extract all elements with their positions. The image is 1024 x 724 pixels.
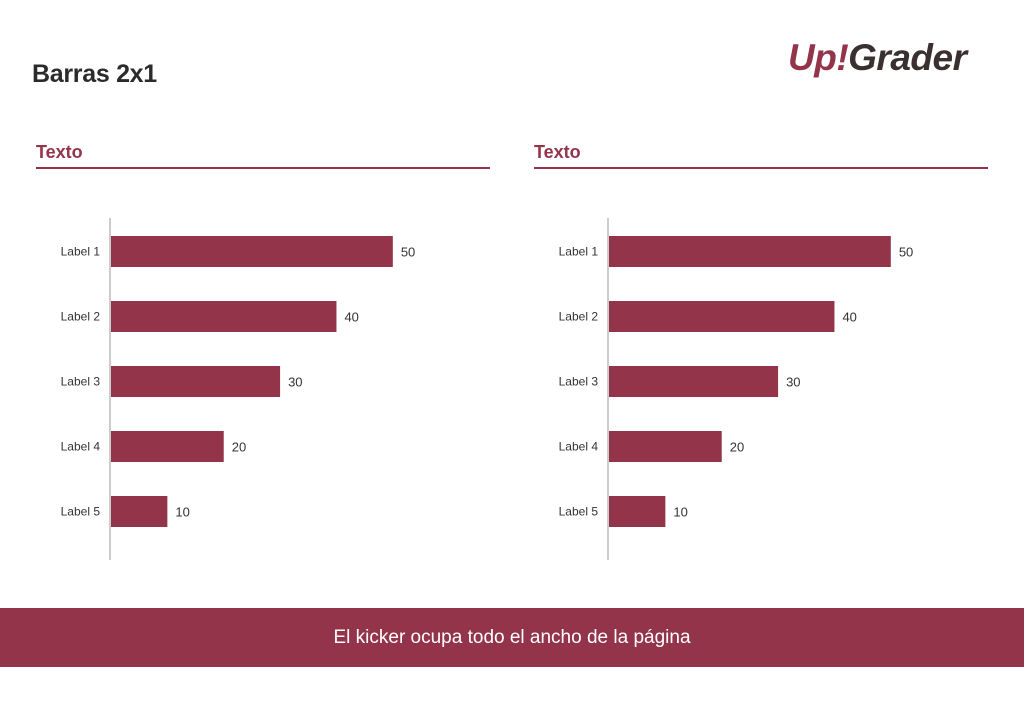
category-label: Label 1 [61,245,101,259]
bar-chart-right: Label 1 50 Label 2 40 Label 3 30 Label 4 20 Labe… [559,218,913,560]
category-label: Label 3 [559,375,599,389]
value-label: 10 [175,505,189,520]
kicker-text: El kicker ocupa todo el ancho de la pági… [333,626,691,648]
bar [609,236,891,267]
panel-title-right: Texto [534,142,581,162]
value-label: 50 [401,245,415,260]
value-label: 40 [344,310,358,325]
bar [609,496,666,527]
value-label: 10 [673,505,687,520]
brand-logo: Up!Grader [788,36,967,80]
chart-panel-right: Texto Label 1 50 Label 2 40 Label 3 30 Label 4… [534,140,988,560]
bar [609,301,835,332]
category-label: Label 2 [61,310,101,324]
panel-divider-left [36,167,490,169]
bar [111,236,393,267]
category-label: Label 4 [61,440,101,454]
bar [111,431,224,462]
category-label: Label 1 [559,245,599,259]
bar-chart-left: Label 1 50 Label 2 40 Label 3 30 Label 4 20 Labe… [61,218,415,560]
category-label: Label 5 [61,505,101,519]
bar [111,366,281,397]
page-title: Barras 2x1 [32,60,157,88]
category-label: Label 4 [559,440,599,454]
bar [609,431,722,462]
value-label: 20 [232,440,246,455]
value-label: 20 [730,440,744,455]
logo-text-grader: Grader [848,37,967,78]
kicker-banner: El kicker ocupa todo el ancho de la pági… [0,608,1024,667]
panel-divider-right [534,167,988,169]
bar [111,301,337,332]
category-label: Label 3 [61,375,101,389]
panel-title-left: Texto [36,142,83,162]
category-label: Label 5 [559,505,599,519]
logo-text-up: Up! [788,37,849,78]
value-label: 30 [288,375,302,390]
bar [609,366,779,397]
category-label: Label 2 [559,310,599,324]
chart-panel-left: Texto Label 1 50 Label 2 40 Label 3 30 Label 4… [36,140,490,560]
value-label: 30 [786,375,800,390]
value-label: 50 [899,245,913,260]
value-label: 40 [842,310,856,325]
bar [111,496,168,527]
